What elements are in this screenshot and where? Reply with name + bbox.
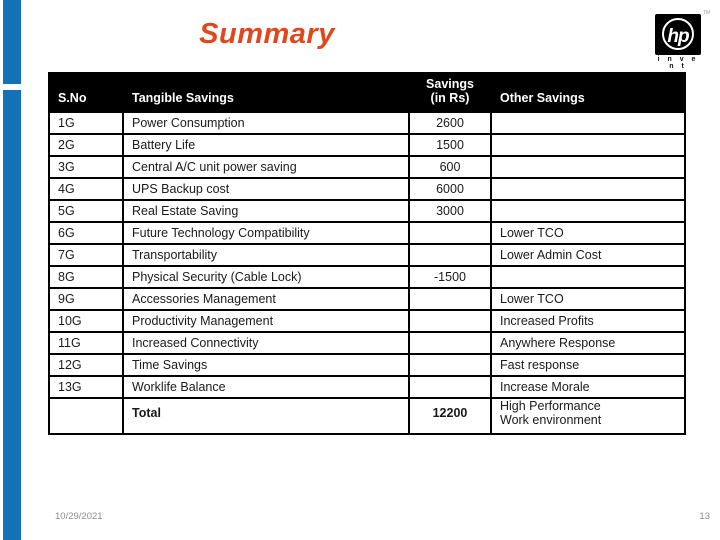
total-cell-other: High Performance Work environment <box>490 397 686 435</box>
cell-sno: 11G <box>48 331 124 355</box>
cell-tangible: Increased Connectivity <box>122 331 410 355</box>
cell-other: Increased Profits <box>490 309 686 333</box>
cell-savings: 6000 <box>408 177 492 201</box>
table-row: 2G Battery Life 1500 <box>48 133 686 157</box>
cell-savings <box>408 243 492 267</box>
cell-other: Anywhere Response <box>490 331 686 355</box>
cell-sno: 6G <box>48 221 124 245</box>
total-cell-sno <box>48 397 124 435</box>
hp-logo-circle-icon: hp <box>662 18 694 50</box>
cell-other: Fast response <box>490 353 686 377</box>
cell-tangible: Battery Life <box>122 133 410 157</box>
cell-savings: 1500 <box>408 133 492 157</box>
cell-other <box>490 265 686 289</box>
cell-savings <box>408 221 492 245</box>
cell-other: Lower Admin Cost <box>490 243 686 267</box>
cell-tangible: Accessories Management <box>122 287 410 311</box>
cell-tangible: Productivity Management <box>122 309 410 333</box>
cell-other: Lower TCO <box>490 221 686 245</box>
cell-tangible: Future Technology Compatibility <box>122 221 410 245</box>
cell-tangible: Worklife Balance <box>122 375 410 399</box>
table-row: 11G Increased Connectivity Anywhere Respon… <box>48 331 686 355</box>
footer-date: 10/29/2021 <box>55 511 103 522</box>
cell-tangible: UPS Backup cost <box>122 177 410 201</box>
hp-logo: hp <box>655 14 701 55</box>
cell-sno: 10G <box>48 309 124 333</box>
cell-other: Lower TCO <box>490 287 686 311</box>
table-row: 8G Physical Security (Cable Lock) -1500 <box>48 265 686 289</box>
cell-tangible: Central A/C unit power saving <box>122 155 410 179</box>
cell-sno: 4G <box>48 177 124 201</box>
total-row: Total 12200 High Performance Work enviro… <box>48 397 686 435</box>
cell-sno: 2G <box>48 133 124 157</box>
cell-sno: 8G <box>48 265 124 289</box>
cell-tangible: Time Savings <box>122 353 410 377</box>
table-row: 4G UPS Backup cost 6000 <box>48 177 686 201</box>
table-row: 10G Productivity Management Increased Prof… <box>48 309 686 333</box>
table-row: 7G Transportability Lower Admin Cost <box>48 243 686 267</box>
cell-sno: 3G <box>48 155 124 179</box>
cell-other <box>490 133 686 157</box>
cell-savings: 2600 <box>408 111 492 135</box>
cell-tangible: Transportability <box>122 243 410 267</box>
left-accent-bar-top <box>3 0 21 84</box>
cell-sno: 7G <box>48 243 124 267</box>
savings-table: S.No Tangible Savings Savings (in Rs) Ot… <box>48 72 686 435</box>
cell-tangible: Real Estate Saving <box>122 199 410 223</box>
hp-invent-label: i n v e n t <box>657 56 699 70</box>
header-tangible: Tangible Savings <box>122 72 410 113</box>
cell-savings <box>408 287 492 311</box>
cell-sno: 9G <box>48 287 124 311</box>
table-row: 5G Real Estate Saving 3000 <box>48 199 686 223</box>
cell-savings <box>408 375 492 399</box>
table-row: 9G Accessories Management Lower TCO <box>48 287 686 311</box>
cell-savings <box>408 331 492 355</box>
table-row: 6G Future Technology Compatibility Lower T… <box>48 221 686 245</box>
header-sno: S.No <box>48 72 124 113</box>
cell-other <box>490 155 686 179</box>
slide-title: Summary <box>199 18 335 50</box>
cell-savings: -1500 <box>408 265 492 289</box>
table-body: 1G Power Consumption 2600 2G Battery Life 150… <box>48 111 686 399</box>
table-header: S.No Tangible Savings Savings (in Rs) Ot… <box>48 72 686 113</box>
header-savings: Savings (in Rs) <box>408 72 492 113</box>
cell-other <box>490 111 686 135</box>
cell-sno: 5G <box>48 199 124 223</box>
hp-logo-letters: hp <box>667 25 689 47</box>
cell-other <box>490 177 686 201</box>
total-cell-label: Total <box>122 397 410 435</box>
table-row: 3G Central A/C unit power saving 600 <box>48 155 686 179</box>
total-cell-savings: 12200 <box>408 397 492 435</box>
table-row: 13G Worklife Balance Increase Morale <box>48 375 686 399</box>
cell-tangible: Power Consumption <box>122 111 410 135</box>
table-row: 12G Time Savings Fast response <box>48 353 686 377</box>
cell-savings <box>408 353 492 377</box>
cell-other <box>490 199 686 223</box>
cell-savings: 600 <box>408 155 492 179</box>
cell-savings <box>408 309 492 333</box>
header-other: Other Savings <box>490 72 686 113</box>
page-number: 13 <box>699 511 710 522</box>
cell-other: Increase Morale <box>490 375 686 399</box>
cell-sno: 1G <box>48 111 124 135</box>
trademark-symbol: TM <box>703 10 711 16</box>
cell-savings: 3000 <box>408 199 492 223</box>
cell-tangible: Physical Security (Cable Lock) <box>122 265 410 289</box>
left-accent-bar-bottom <box>3 90 21 540</box>
cell-sno: 12G <box>48 353 124 377</box>
table-row: 1G Power Consumption 2600 <box>48 111 686 135</box>
cell-sno: 13G <box>48 375 124 399</box>
